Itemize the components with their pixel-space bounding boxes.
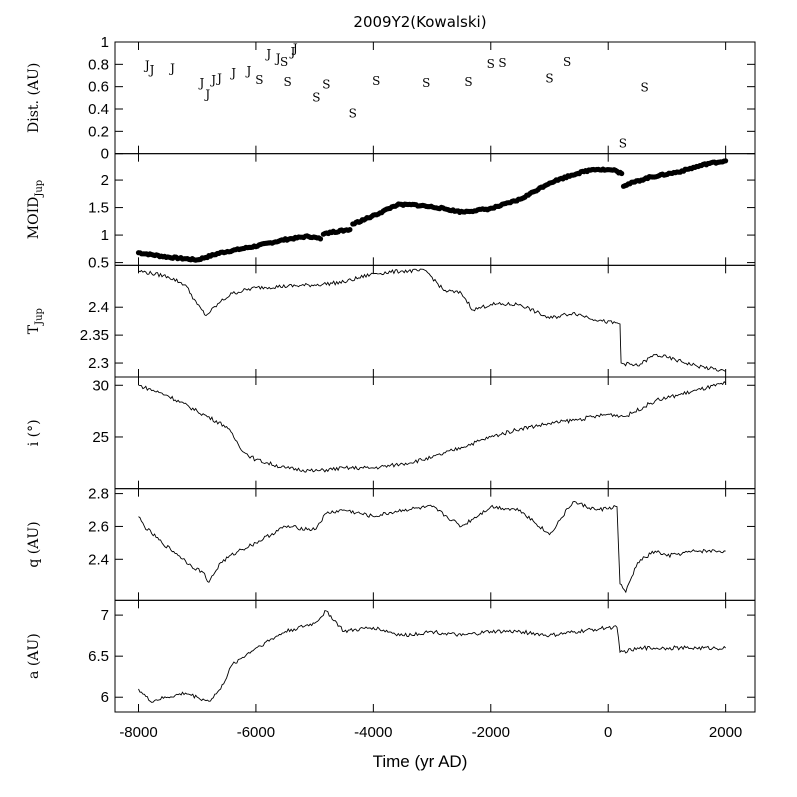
y-tick-label-moid-0: 0.5 bbox=[88, 255, 109, 272]
encounter-saturn-26: S bbox=[619, 137, 627, 151]
moid-dot-3-63 bbox=[723, 158, 729, 164]
y-tick-label-a-1: 6.5 bbox=[88, 648, 109, 665]
panel-frame-dist bbox=[114, 41, 756, 155]
encounter-saturn-23: S bbox=[498, 56, 506, 70]
encounter-saturn-12: S bbox=[280, 55, 288, 69]
encounter-jupiter-4: J bbox=[203, 87, 210, 101]
encounter-saturn-18: S bbox=[349, 106, 357, 120]
y-axis-label-q: q (AU) bbox=[26, 521, 42, 567]
y-tick-label-dist-2: 0.4 bbox=[88, 101, 109, 118]
moid-segment-1 bbox=[320, 227, 353, 237]
encounter-saturn-21: S bbox=[464, 75, 472, 89]
y-tick-label-a-0: 6 bbox=[101, 689, 109, 706]
encounter-jupiter-7: J bbox=[229, 66, 236, 80]
encounter-saturn-17: S bbox=[322, 77, 330, 91]
encounter-saturn-20: S bbox=[422, 76, 430, 90]
encounter-jupiter-6: J bbox=[215, 72, 222, 86]
moid-segment-3 bbox=[620, 158, 729, 189]
x-tick-label-3: -2000 bbox=[472, 724, 510, 741]
panel-frame-tjup bbox=[114, 264, 756, 378]
y-tick-label-tjup-1: 2.35 bbox=[80, 327, 109, 344]
y-tick-label-inc-0: 25 bbox=[92, 429, 109, 446]
series-line-q bbox=[138, 501, 726, 594]
x-tick-label-2: -4000 bbox=[354, 724, 392, 741]
panel-inc: 25 30 i (°) bbox=[26, 376, 756, 490]
moid-dot-2-165 bbox=[619, 170, 625, 177]
chart-title: 2009Y2(Kowalski) bbox=[353, 13, 486, 31]
y-tick-label-q-2: 2.8 bbox=[88, 486, 109, 503]
y-tick-label-dist-4: 0.8 bbox=[88, 56, 109, 73]
x-tick-label-1: -6000 bbox=[237, 724, 275, 741]
moid-dot-0-110 bbox=[317, 236, 324, 242]
encounter-saturn-16: S bbox=[312, 91, 320, 105]
x-tick-label-0: -8000 bbox=[119, 724, 157, 741]
x-tick-label-5: 2000 bbox=[709, 724, 742, 741]
panel-tjup: 2.3 2.35 2.4 TJup bbox=[26, 264, 756, 378]
encounter-jupiter-5: J bbox=[209, 73, 216, 87]
encounter-saturn-13: S bbox=[283, 75, 291, 89]
y-tick-label-q-1: 2.6 bbox=[88, 518, 109, 535]
encounter-jupiter-11: J bbox=[274, 52, 281, 66]
y-tick-label-dist-0: 0 bbox=[101, 146, 109, 163]
encounter-jupiter-1: J bbox=[148, 63, 155, 77]
panel-q: 2.4 2.6 2.8 q (AU) bbox=[26, 486, 756, 601]
y-tick-label-dist-1: 0.2 bbox=[88, 123, 109, 140]
y-tick-label-moid-3: 2 bbox=[101, 172, 109, 189]
y-axis-label-dist: Dist. (AU) bbox=[26, 63, 42, 133]
y-tick-label-dist-5: 1 bbox=[101, 34, 109, 51]
y-axis-label-a: a (AU) bbox=[26, 633, 42, 679]
moid-dot-1-16 bbox=[347, 227, 353, 233]
panel-frame-q bbox=[114, 488, 756, 601]
encounter-saturn-22: S bbox=[487, 57, 495, 71]
encounter-saturn-24: S bbox=[545, 72, 553, 86]
encounter-jupiter-10: J bbox=[264, 47, 271, 61]
x-axis-label: Time (yr AD) bbox=[373, 752, 468, 771]
y-axis-label-inc: i (°) bbox=[26, 419, 42, 446]
x-tick-label-4: 0 bbox=[604, 724, 612, 741]
y-tick-label-dist-3: 0.6 bbox=[88, 79, 109, 96]
y-tick-label-inc-1: 30 bbox=[92, 377, 109, 394]
y-tick-label-moid-2: 1.5 bbox=[88, 200, 109, 217]
series-line-a bbox=[138, 610, 726, 703]
encounter-jupiter-2: J bbox=[168, 62, 175, 76]
encounter-jupiter-15: J bbox=[291, 42, 298, 56]
x-axis: -8000 -6000 -4000 -2000 0 2000 bbox=[119, 724, 742, 741]
moid-segment-0 bbox=[135, 233, 324, 263]
encounter-saturn-25: S bbox=[563, 55, 571, 69]
panel-moid: 0.5 1 1.5 2 MOIDJup bbox=[26, 153, 756, 272]
y-tick-label-a-2: 7 bbox=[101, 607, 109, 624]
panel-frame-inc bbox=[114, 376, 756, 490]
series-line-tjup bbox=[138, 268, 726, 372]
series-line-inc bbox=[138, 380, 726, 473]
encounter-saturn-27: S bbox=[640, 81, 648, 95]
panel-a: 6 6.5 7 a (AU) bbox=[26, 599, 756, 713]
encounter-jupiter-0: J bbox=[143, 58, 150, 72]
y-tick-label-tjup-0: 2.3 bbox=[88, 355, 109, 372]
y-tick-label-tjup-2: 2.4 bbox=[88, 299, 109, 316]
y-axis-label-tjup: TJup bbox=[26, 308, 45, 334]
encounter-saturn-19: S bbox=[372, 74, 380, 88]
panel-frame-a bbox=[114, 599, 756, 713]
encounter-jupiter-3: J bbox=[197, 76, 204, 90]
y-tick-label-moid-1: 1 bbox=[101, 227, 109, 244]
y-tick-label-q-0: 2.4 bbox=[88, 551, 109, 568]
encounter-saturn-9: S bbox=[255, 73, 263, 87]
moid-segment-2 bbox=[350, 166, 625, 227]
encounter-jupiter-8: J bbox=[244, 64, 251, 78]
encounter-jupiter-14: J bbox=[288, 45, 295, 59]
y-axis-label-moid: MOIDJup bbox=[26, 180, 45, 239]
